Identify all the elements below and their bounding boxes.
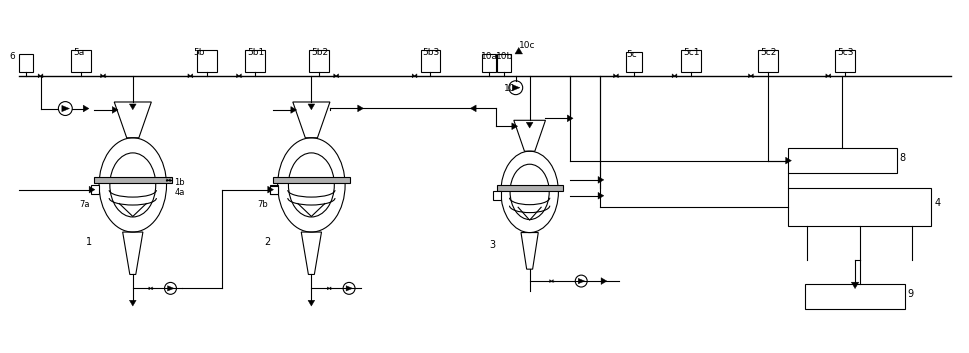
Text: 5b3: 5b3	[422, 48, 440, 57]
Polygon shape	[358, 105, 363, 112]
Bar	[269, 185, 278, 193]
Polygon shape	[551, 280, 553, 282]
Polygon shape	[112, 107, 118, 113]
Text: 5b1: 5b1	[247, 48, 265, 57]
Polygon shape	[328, 287, 329, 290]
Polygon shape	[83, 105, 89, 112]
Text: 5c: 5c	[626, 50, 637, 59]
Polygon shape	[613, 74, 616, 78]
Polygon shape	[674, 74, 677, 78]
Text: 2: 2	[265, 237, 270, 247]
Bar	[18, 54, 33, 72]
Polygon shape	[751, 74, 753, 78]
Polygon shape	[103, 74, 106, 78]
Text: 5c2: 5c2	[760, 48, 776, 57]
Polygon shape	[333, 74, 336, 78]
Polygon shape	[190, 74, 193, 78]
Text: 10b: 10b	[496, 52, 514, 61]
Bar	[493, 191, 501, 200]
Text: 1b: 1b	[174, 178, 185, 187]
Polygon shape	[291, 107, 297, 113]
Text: 10a: 10a	[481, 52, 498, 61]
Text: 5b: 5b	[193, 48, 204, 57]
Polygon shape	[513, 85, 520, 91]
Bar	[72, 50, 91, 72]
Bar	[681, 50, 702, 72]
Polygon shape	[168, 286, 174, 291]
Polygon shape	[38, 74, 41, 78]
Text: 6: 6	[10, 52, 16, 61]
Bar	[482, 54, 496, 72]
Polygon shape	[149, 287, 150, 290]
Polygon shape	[89, 186, 95, 193]
Polygon shape	[748, 74, 751, 78]
Polygon shape	[412, 74, 415, 78]
Text: 4a: 4a	[174, 188, 185, 197]
Bar	[269, 186, 278, 193]
Bar	[626, 52, 641, 72]
Polygon shape	[167, 179, 169, 182]
Bar	[497, 54, 511, 72]
Polygon shape	[169, 179, 171, 182]
Text: 7b: 7b	[258, 200, 268, 209]
Polygon shape	[470, 105, 476, 112]
Polygon shape	[567, 115, 573, 122]
Polygon shape	[267, 186, 273, 193]
Polygon shape	[828, 74, 830, 78]
Text: 3: 3	[489, 240, 495, 251]
Bar	[758, 50, 778, 72]
Text: 9: 9	[908, 289, 914, 299]
Polygon shape	[346, 286, 353, 291]
Bar	[496, 185, 563, 191]
Polygon shape	[549, 280, 551, 282]
Polygon shape	[308, 104, 315, 110]
Bar	[421, 50, 440, 72]
Polygon shape	[41, 74, 43, 78]
Polygon shape	[601, 278, 607, 285]
Text: 5a: 5a	[74, 48, 84, 57]
Text: 4: 4	[934, 198, 941, 208]
Bar	[272, 177, 350, 183]
Polygon shape	[598, 192, 604, 199]
Polygon shape	[852, 282, 859, 289]
Bar	[198, 50, 217, 72]
Text: 5b2: 5b2	[311, 48, 328, 57]
Text: 1: 1	[85, 237, 92, 247]
Bar	[91, 185, 99, 193]
Bar	[309, 50, 329, 72]
Text: 5c1: 5c1	[683, 48, 700, 57]
Polygon shape	[616, 74, 618, 78]
Polygon shape	[236, 74, 239, 78]
Bar	[835, 50, 855, 72]
Bar	[805, 284, 905, 309]
Bar	[788, 188, 931, 226]
Polygon shape	[826, 74, 828, 78]
Polygon shape	[512, 123, 517, 130]
Polygon shape	[515, 48, 522, 54]
Polygon shape	[578, 279, 585, 284]
Polygon shape	[62, 106, 70, 112]
Polygon shape	[329, 287, 331, 290]
Polygon shape	[526, 122, 533, 128]
Text: 10: 10	[504, 84, 516, 93]
Polygon shape	[188, 74, 190, 78]
Bar	[245, 50, 265, 72]
Text: 5c3: 5c3	[837, 48, 854, 57]
Polygon shape	[308, 300, 315, 306]
Polygon shape	[130, 300, 137, 306]
Text: 8: 8	[899, 153, 906, 163]
Polygon shape	[336, 74, 338, 78]
Polygon shape	[239, 74, 241, 78]
Polygon shape	[101, 74, 103, 78]
Bar	[94, 177, 172, 183]
Polygon shape	[672, 74, 674, 78]
Text: 10c: 10c	[518, 41, 535, 50]
Bar	[788, 148, 896, 173]
Polygon shape	[598, 176, 604, 183]
Polygon shape	[150, 287, 152, 290]
Polygon shape	[786, 157, 792, 164]
Text: 7a: 7a	[78, 200, 89, 209]
Polygon shape	[130, 104, 137, 110]
Polygon shape	[415, 74, 417, 78]
